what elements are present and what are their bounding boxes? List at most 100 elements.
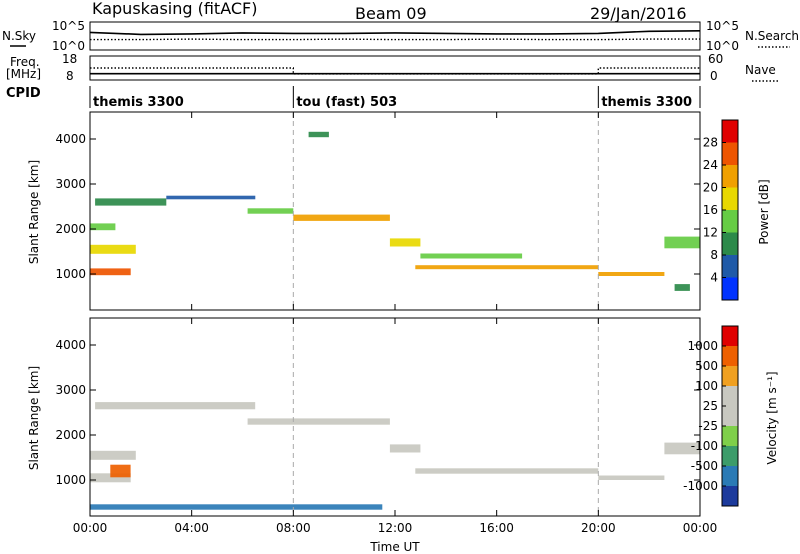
x-tick-label: 00:00 xyxy=(683,521,718,535)
y-tick-label: 4000 xyxy=(55,338,86,352)
power-panel: 1000 2000 3000 4000 Slant Range [km] 4 8 12 16… xyxy=(27,111,771,311)
echo-band xyxy=(90,504,383,510)
y-tick-label: 2000 xyxy=(55,428,86,442)
colorbar-swatch xyxy=(722,142,738,165)
colorbar-tick-label: -1000 xyxy=(683,479,718,493)
cpid-segment-label: themis 3300 xyxy=(93,95,184,110)
cpid-row: CPID themis 3300 tou (fast) 503 themis 330… xyxy=(6,86,701,110)
echo-band xyxy=(293,214,390,221)
noise-right-label: N.Search xyxy=(745,29,799,43)
colorbar-swatch xyxy=(722,120,738,143)
echo-band xyxy=(95,402,256,410)
colorbar-swatch xyxy=(722,366,738,386)
colorbar-swatch xyxy=(722,165,738,188)
noise-left-tick-top: 10^5 xyxy=(52,19,85,33)
cpid-segment-label: themis 3300 xyxy=(601,95,692,110)
colorbar-tick-label: 24 xyxy=(703,158,718,172)
noise-series-line xyxy=(90,38,700,41)
noise-left-tick-bottom: 10^0 xyxy=(52,39,85,53)
frequency-tick-top: 18 xyxy=(62,52,77,66)
echo-band xyxy=(90,450,136,460)
echo-band xyxy=(90,473,131,483)
colorbar-frame xyxy=(721,325,739,507)
nave-tick-bottom: 0 xyxy=(710,69,718,83)
colorbar-tick-label: 8 xyxy=(710,248,718,262)
noise-series-line xyxy=(89,30,701,36)
colorbar-tick-label: 28 xyxy=(703,136,718,150)
cpid-label: CPID xyxy=(6,86,41,101)
colorbar-tick-label: -25 xyxy=(698,419,718,433)
echo-band xyxy=(95,198,167,206)
colorbar-swatch xyxy=(722,446,738,466)
echo-band xyxy=(90,244,136,254)
echo-band xyxy=(415,468,599,474)
noise-left-label: N.Sky xyxy=(2,29,36,43)
echo-band xyxy=(90,223,116,231)
colorbar-swatch xyxy=(722,386,738,406)
velocity-colorbar-label: Velocity [m s⁻¹] xyxy=(765,371,779,464)
x-tick-label: 16:00 xyxy=(479,521,514,535)
nave-series-line xyxy=(90,67,700,75)
echo-band xyxy=(664,236,700,249)
colorbar-swatch xyxy=(722,210,738,233)
echo-band xyxy=(420,253,523,259)
station-title: Kapuskasing (fitACF) xyxy=(92,0,257,18)
beam-title: Beam 09 xyxy=(355,4,427,23)
noise-panel-frame xyxy=(89,21,701,51)
colorbar-swatch xyxy=(722,406,738,426)
y-tick-label: 4000 xyxy=(55,132,86,146)
colorbar-swatch xyxy=(722,232,738,255)
colorbar-tick-label: 1000 xyxy=(687,339,718,353)
velocity-panel-background xyxy=(90,318,700,516)
frequency-tick-bottom: 8 xyxy=(66,69,74,83)
frequency-panel: Freq. [MHz] 18 8 60 0 Nave xyxy=(6,52,778,83)
power-y-axis-label: Slant Range [km] xyxy=(27,160,41,264)
echo-band xyxy=(166,195,256,200)
power-panel-background xyxy=(90,112,700,310)
x-tick-label: 08:00 xyxy=(276,521,311,535)
colorbar-swatch xyxy=(722,187,738,210)
echo-band xyxy=(674,284,690,291)
echo-band xyxy=(415,265,599,270)
colorbar-swatch xyxy=(722,466,738,486)
y-tick-label: 1000 xyxy=(55,473,86,487)
velocity-panel: 1000 2000 3000 4000 00:00 04:00 08:00 12:00 16:0… xyxy=(27,317,779,554)
colorbar-swatch xyxy=(722,486,738,506)
colorbar-swatch xyxy=(722,277,738,300)
y-tick-label: 2000 xyxy=(55,222,86,236)
x-tick-label: 04:00 xyxy=(174,521,209,535)
noise-right-tick-top: 10^5 xyxy=(706,19,739,33)
colorbar-swatch xyxy=(722,255,738,278)
colorbar-tick-label: 4 xyxy=(710,271,718,285)
nave-tick-top: 60 xyxy=(708,52,723,66)
colorbar-swatch xyxy=(722,346,738,366)
frequency-label: Freq. xyxy=(10,55,40,69)
colorbar-tick-label: 500 xyxy=(695,359,718,373)
x-tick-label: 00:00 xyxy=(73,521,108,535)
colorbar-tick-label: 20 xyxy=(703,181,718,195)
x-tick-label: 12:00 xyxy=(378,521,413,535)
colorbar-tick-label: 25 xyxy=(703,399,718,413)
echo-band xyxy=(664,442,700,455)
frequency-unit-label: [MHz] xyxy=(6,67,41,81)
echo-band xyxy=(90,268,131,276)
x-tick-label: 20:00 xyxy=(581,521,616,535)
echo-band xyxy=(598,272,665,276)
echo-band xyxy=(110,464,131,478)
power-colorbar-label: Power [dB] xyxy=(757,179,771,244)
colorbar-tick-label: 100 xyxy=(695,379,718,393)
velocity-y-axis-label: Slant Range [km] xyxy=(27,366,41,470)
echo-band xyxy=(308,131,329,138)
y-tick-label: 1000 xyxy=(55,267,86,281)
y-tick-label: 3000 xyxy=(55,177,86,191)
echo-band xyxy=(389,238,421,247)
colorbar-swatch xyxy=(722,426,738,446)
nave-label: Nave xyxy=(745,63,776,77)
noise-right-tick-bottom: 10^0 xyxy=(706,39,739,53)
echo-band xyxy=(389,444,421,453)
y-tick-label: 3000 xyxy=(55,383,86,397)
colorbar-tick-label: 12 xyxy=(703,226,718,240)
echo-band xyxy=(247,418,390,425)
date-title: 29/Jan/2016 xyxy=(590,4,687,23)
